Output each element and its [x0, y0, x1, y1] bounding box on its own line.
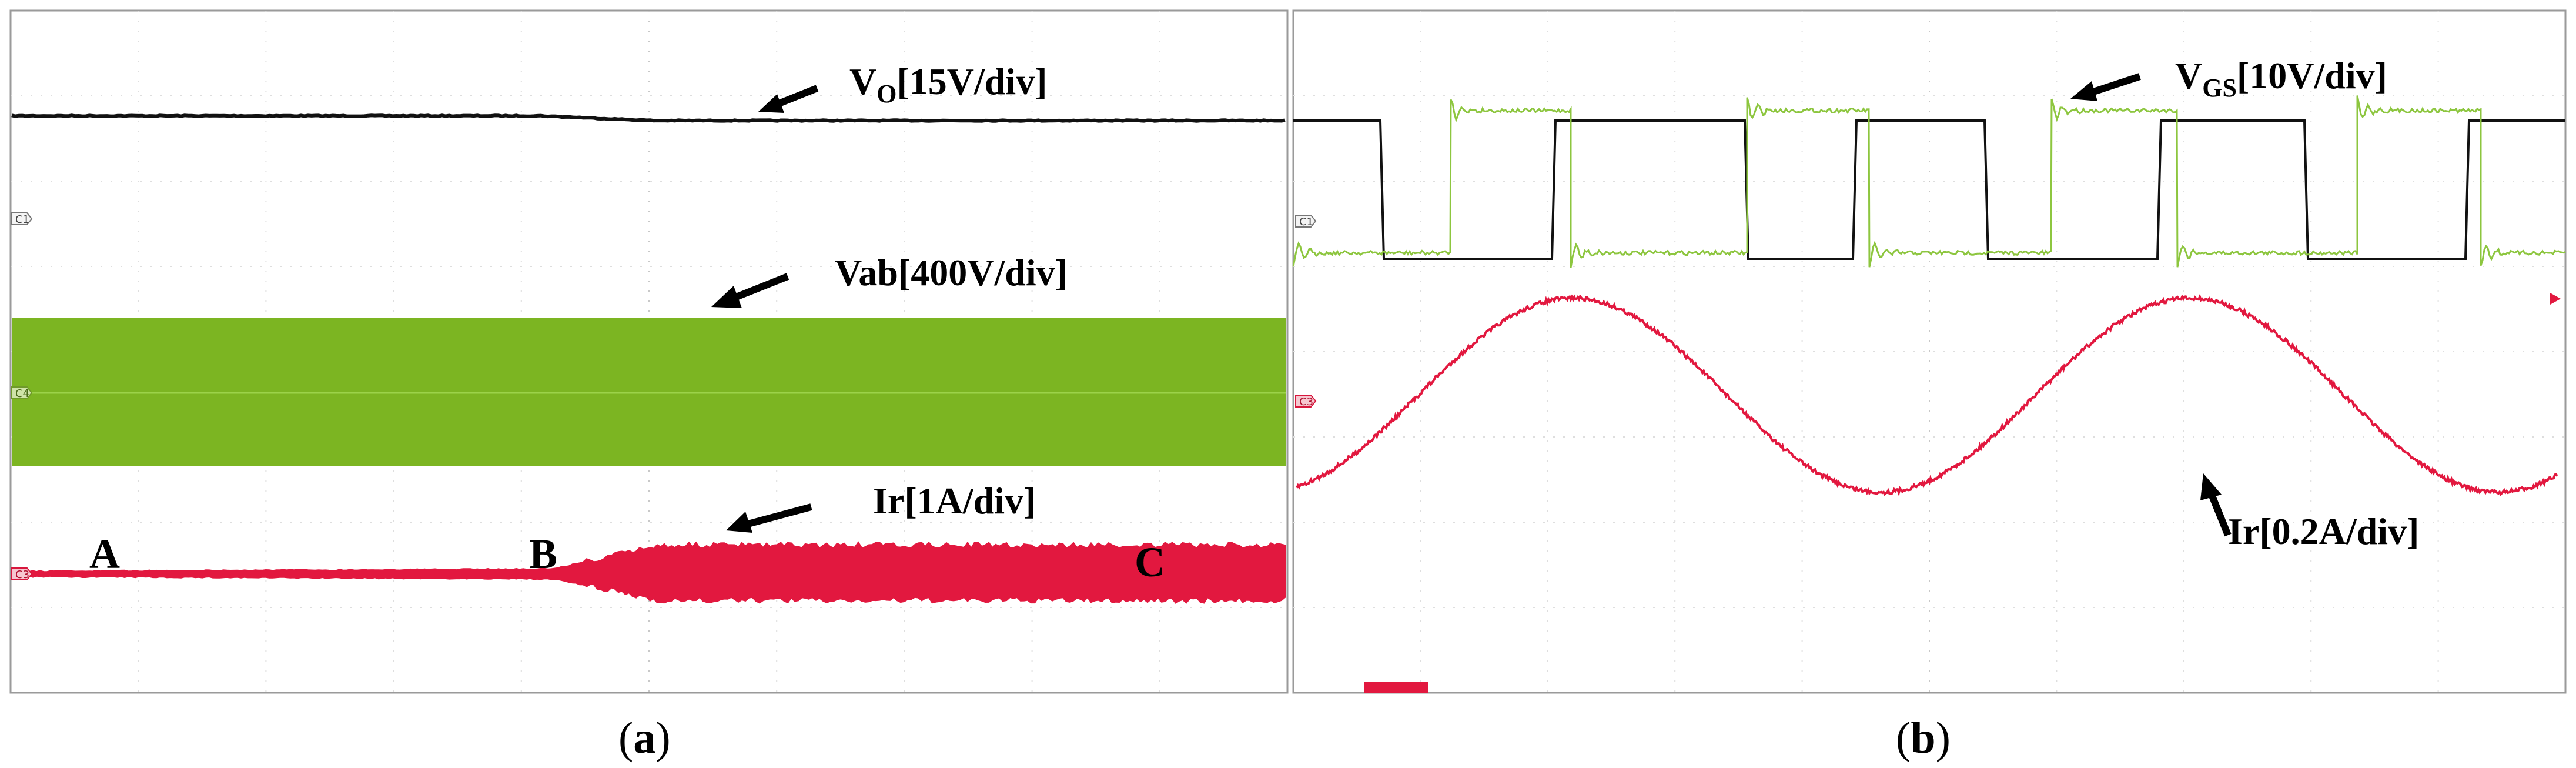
caption-a: (a) [618, 713, 671, 763]
marker-c1-label: C1 [15, 213, 29, 226]
channel-marker-c4: C4 [11, 386, 33, 400]
timebase-marker [1364, 682, 1428, 693]
caption-b: (b) [1896, 713, 1951, 763]
label-vab: Vab[400V/div] [835, 252, 1068, 293]
label-ir-a: Ir[1A/div] [873, 480, 1036, 522]
marker-c1-b-label: C1 [1299, 216, 1313, 228]
trace-ir-b [1296, 293, 2558, 497]
arrow-ir-a [726, 503, 812, 533]
arrow-ir-b [2200, 473, 2232, 537]
marker-c3-b-label: C3 [1299, 396, 1313, 408]
label-vo: VO[15V/div] [849, 61, 1047, 108]
label-vgs: VGS[10V/div] [2175, 55, 2387, 102]
arrow-vab [711, 273, 789, 308]
channel-marker-c1: C1 [11, 212, 33, 226]
marker-c3-label: C3 [15, 569, 29, 581]
trace-ir-a [11, 541, 1286, 604]
panel-b: C1 C3 VGS[10V/div] Ir[0.2A/div] (b) [1292, 9, 2567, 763]
channel-marker-c3: C3 [11, 567, 33, 581]
trace-vgs [1292, 95, 2566, 268]
trigger-marker [2550, 293, 2561, 305]
marker-c4-label: C4 [15, 388, 29, 400]
point-b-label: B [529, 530, 557, 577]
channel-marker-c1-b: C1 [1295, 215, 1317, 228]
channel-marker-c3-b: C3 [1295, 395, 1317, 408]
panel-a-traces [11, 113, 1286, 604]
panel-a: C1 C4 C3 VO[15V/div] Vab[400V/div] Ir[1A… [9, 9, 1289, 763]
arrow-vgs [2070, 73, 2141, 101]
label-ir-b: Ir[0.2A/div] [2228, 510, 2419, 552]
point-c-label: C [1135, 539, 1165, 586]
panel-b-grid [1293, 11, 2565, 693]
arrow-vo [758, 85, 819, 113]
trace-vab [12, 318, 1286, 466]
point-a-label: A [89, 530, 120, 577]
trace-vgs-complement [1293, 119, 2565, 260]
panel-b-traces [1292, 95, 2566, 497]
trace-vo [11, 113, 1286, 123]
